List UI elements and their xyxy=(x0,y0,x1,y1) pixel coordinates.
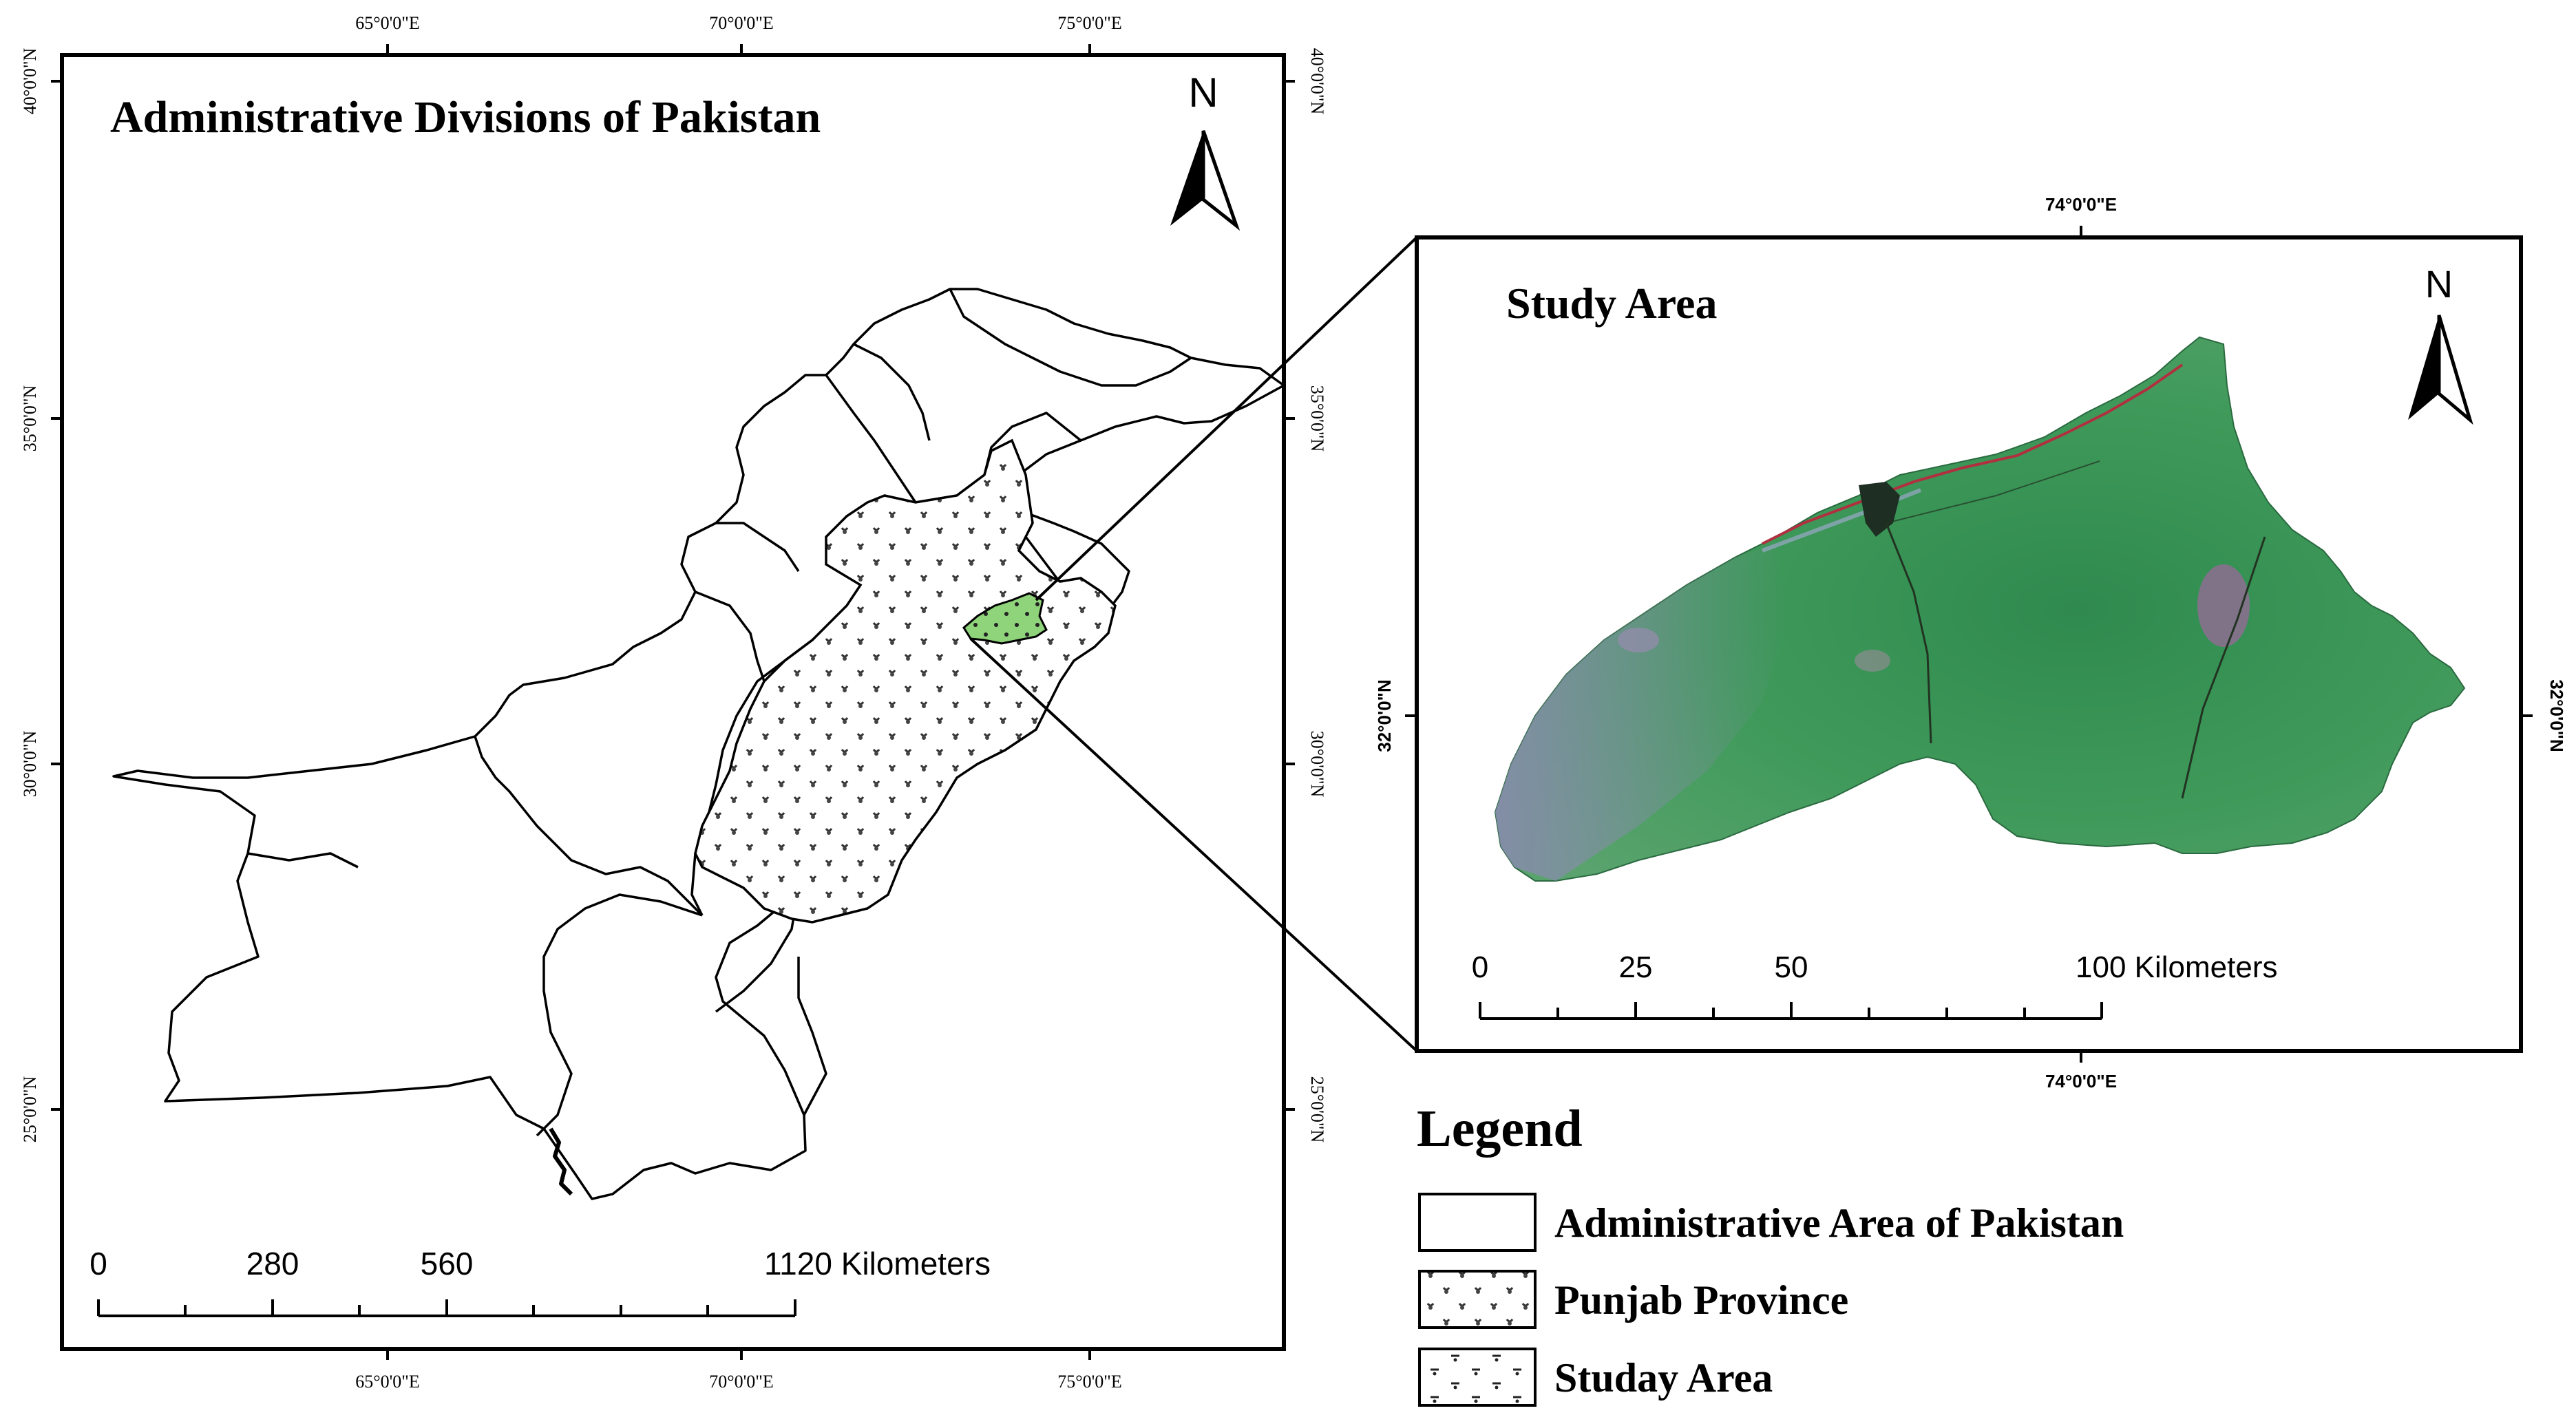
right-scale-label: 50 xyxy=(1775,950,1808,984)
division-line xyxy=(716,522,800,572)
right-right-tick-label: 32°0'0"N xyxy=(2546,679,2567,752)
left-side-tick-label: 35°0'0"N xyxy=(20,385,40,452)
left-right-tick-label: 25°0'0"N xyxy=(1307,1076,1327,1143)
legend-swatch-study xyxy=(1418,1348,1537,1407)
left-top-ticks: 65°0'0"E 70°0'0"E 75°0'0"E xyxy=(355,13,1122,55)
left-bottom-tick-label: 70°0'0"E xyxy=(709,1372,774,1392)
left-top-tick-label: 75°0'0"E xyxy=(1057,13,1122,33)
left-side-tick-label: 40°0'0"N xyxy=(20,48,40,115)
left-scale-label: 560 xyxy=(421,1246,474,1281)
legend-swatch-admin xyxy=(1418,1193,1537,1252)
left-scale-label: 1120 Kilometers xyxy=(764,1246,991,1281)
left-top-tick-label: 70°0'0"E xyxy=(709,13,774,33)
division-line xyxy=(536,893,703,1137)
left-map-frame xyxy=(60,53,1286,1351)
left-side-ticks: 40°0'0"N 35°0'0"N 30°0'0"N 25°0'0"N xyxy=(20,48,62,1143)
legend-item-label: Studay Area xyxy=(1554,1355,1773,1401)
legend-title: Legend xyxy=(1417,1100,1583,1158)
division-line xyxy=(949,288,1192,387)
right-scale-label: 0 xyxy=(1472,950,1488,984)
left-right-tick-label: 40°0'0"N xyxy=(1307,48,1327,115)
division-line xyxy=(797,957,827,1116)
division-line xyxy=(247,852,359,869)
connector-line xyxy=(1035,236,1418,602)
division-line xyxy=(474,736,704,917)
right-north-label: N xyxy=(2425,262,2453,306)
left-side-tick-label: 25°0'0"N xyxy=(20,1076,40,1143)
left-north-arrow: N xyxy=(1170,70,1241,231)
study-area-marker xyxy=(962,592,1048,645)
division-line xyxy=(695,590,766,682)
division-line xyxy=(853,343,931,441)
left-map-title: Administrative Divisions of Pakistan xyxy=(110,92,821,142)
right-north-arrow-icon xyxy=(2408,315,2439,420)
right-scale-bar: 0 25 50 100 Kilometers xyxy=(1472,950,2277,1020)
right-map-title: Study Area xyxy=(1506,279,1717,328)
legend-item-label: Administrative Area of Pakistan xyxy=(1554,1200,2124,1246)
right-north-arrow: N xyxy=(2408,262,2473,425)
left-top-tick-label: 65°0'0"E xyxy=(355,13,420,33)
river-line xyxy=(1762,363,2184,545)
right-scale-label: 100 Kilometers xyxy=(2076,950,2277,984)
inset-connectors xyxy=(969,236,1418,1052)
legend: Legend Administrative Area of Pakistan P… xyxy=(1417,1100,2124,1407)
left-map-panel: Administrative Divisions of Pakistan N 6… xyxy=(20,13,1327,1392)
left-side-tick-label: 30°0'0"N xyxy=(20,731,40,798)
left-bottom-tick-label: 65°0'0"E xyxy=(355,1372,420,1392)
left-scale-label: 0 xyxy=(89,1246,107,1281)
left-scale-label: 280 xyxy=(246,1246,299,1281)
city-patch xyxy=(1859,482,1900,537)
legend-item-label: Punjab Province xyxy=(1554,1277,1848,1323)
study-area-satellite xyxy=(1494,336,2466,882)
left-north-label: N xyxy=(1188,70,1218,116)
right-left-tick-label: 32°0'0"N xyxy=(1374,679,1395,752)
study-area-satellite-shape xyxy=(1494,336,2466,882)
left-scale-bar: 0 280 560 1120 Kilometers xyxy=(89,1246,991,1317)
connector-line xyxy=(969,637,1418,1052)
indus-delta xyxy=(549,1127,573,1196)
right-map-panel: Study Area N 74°0'0"E 74°0'0"E 32°0'0"N … xyxy=(1374,194,2567,1092)
punjab-province xyxy=(694,438,1117,924)
left-bottom-ticks: 65°0'0"E 70°0'0"E 75°0'0"E xyxy=(355,1349,1122,1392)
right-bottom-tick-label: 74°0'0"E xyxy=(2045,1071,2117,1092)
right-scale-label: 25 xyxy=(1619,950,1653,984)
left-right-tick-label: 30°0'0"N xyxy=(1307,731,1327,798)
left-north-arrow-icon xyxy=(1170,131,1203,226)
left-right-side-ticks: 40°0'0"N 35°0'0"N 30°0'0"N 25°0'0"N xyxy=(1284,48,1327,1143)
left-bottom-tick-label: 75°0'0"E xyxy=(1057,1372,1122,1392)
right-top-tick-label: 74°0'0"E xyxy=(2045,194,2117,215)
left-right-tick-label: 35°0'0"N xyxy=(1307,385,1327,452)
legend-swatch-punjab xyxy=(1418,1270,1537,1329)
